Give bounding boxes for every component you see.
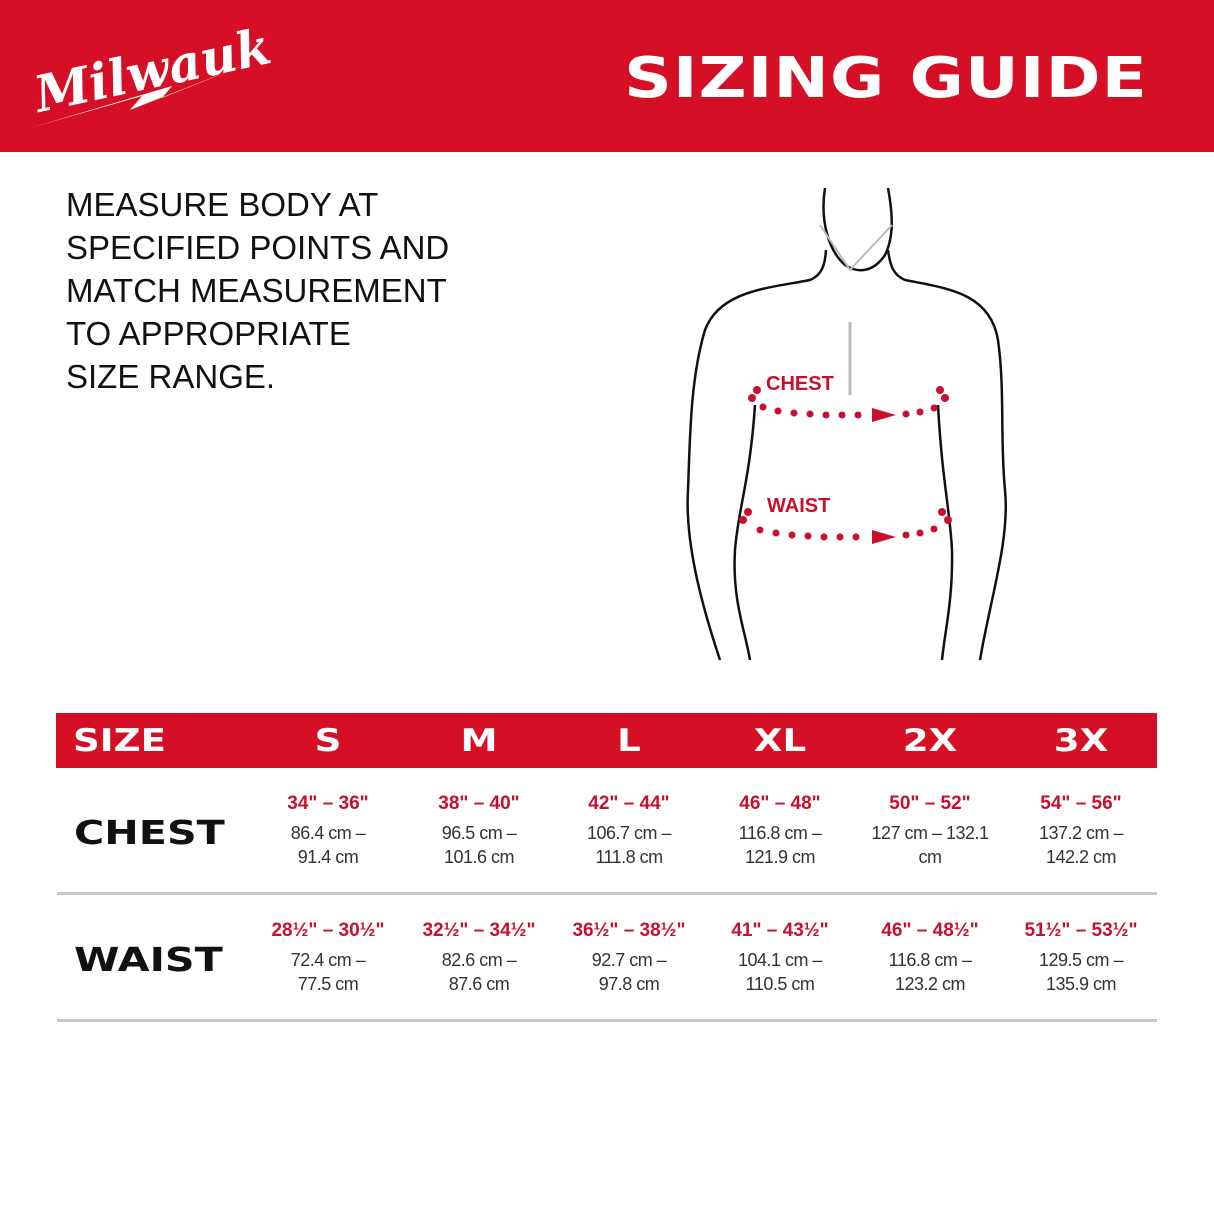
- svg-text:Milwaukee: Milwaukee: [27, 18, 272, 124]
- inches-range: 32½" – 34½": [422, 920, 536, 941]
- table-cell: 34" – 36" 86.4 cm – 91.4 cm: [253, 793, 403, 869]
- chest-label: CHEST: [766, 373, 834, 395]
- table-cell: 41" – 43½" 104.1 cm – 110.5 cm: [705, 920, 855, 996]
- cm-range: 96.5 cm – 101.6 cm: [441, 823, 517, 867]
- table-cell: 46" – 48½" 116.8 cm – 123.2 cm: [855, 920, 1005, 996]
- cm-range: 86.4 cm – 91.4 cm: [290, 823, 366, 867]
- row-label-chest: CHEST: [74, 813, 225, 852]
- cm-range: 116.8 cm – 121.9 cm: [738, 823, 822, 867]
- row-label-waist: WAIST: [74, 940, 223, 979]
- table-cell: 32½" – 34½" 82.6 cm – 87.6 cm: [404, 920, 554, 996]
- table-cell: 51½" – 53½" 129.5 cm – 135.9 cm: [1006, 920, 1156, 996]
- table-cell: 54" – 56" 137.2 cm – 142.2 cm: [1006, 793, 1156, 869]
- size-column-s: S: [314, 723, 342, 759]
- row-divider: [57, 892, 1157, 895]
- inches-range: 34" – 36": [287, 793, 369, 814]
- milwaukee-logo: Milwaukee: [27, 18, 272, 128]
- table-cell: 50" – 52" 127 cm – 132.1 cm: [855, 793, 1005, 869]
- table-cell: 42" – 44" 106.7 cm – 111.8 cm: [554, 793, 704, 869]
- row-divider: [57, 1019, 1157, 1022]
- inches-range: 38" – 40": [438, 793, 520, 814]
- size-column-xl: XL: [753, 723, 807, 759]
- cm-range: 104.1 cm – 110.5 cm: [737, 950, 823, 994]
- cm-range: 82.6 cm – 87.6 cm: [441, 950, 517, 994]
- size-column-m: M: [460, 723, 498, 759]
- cm-range: 92.7 cm – 97.8 cm: [591, 950, 667, 994]
- cm-range: 106.7 cm – 111.8 cm: [586, 823, 672, 867]
- inches-range: 50" – 52": [889, 793, 971, 814]
- size-column-l: L: [617, 723, 641, 759]
- size-header: SIZE: [73, 723, 167, 759]
- measurement-instructions: MEASURE BODY AT SPECIFIED POINTS AND MAT…: [66, 186, 450, 395]
- table-cell: 28½" – 30½" 72.4 cm – 77.5 cm: [253, 920, 403, 996]
- waist-label: WAIST: [767, 495, 830, 517]
- size-column-3x: 3X: [1053, 723, 1109, 759]
- table-cell: 38" – 40" 96.5 cm – 101.6 cm: [404, 793, 554, 869]
- inches-range: 46" – 48": [739, 793, 821, 814]
- size-table-header: SIZE S M L XL 2X 3X: [56, 713, 1157, 768]
- size-column-2x: 2X: [902, 723, 958, 759]
- inches-range: 28½" – 30½": [271, 920, 385, 941]
- cm-range: 72.4 cm – 77.5 cm: [290, 950, 366, 994]
- inches-range: 36½" – 38½": [572, 920, 686, 941]
- table-cell: 36½" – 38½" 92.7 cm – 97.8 cm: [554, 920, 704, 996]
- cm-range: 116.8 cm – 123.2 cm: [888, 950, 972, 994]
- page-title: SIZING GUIDE: [624, 46, 1148, 111]
- inches-range: 51½" – 53½": [1024, 920, 1138, 941]
- header-banner: Milwaukee SIZING GUIDE: [0, 0, 1214, 152]
- cm-range: 129.5 cm – 135.9 cm: [1038, 950, 1124, 994]
- cm-range: 127 cm – 132.1 cm: [871, 823, 989, 867]
- cm-range: 137.2 cm – 142.2 cm: [1038, 823, 1124, 867]
- inches-range: 46" – 48½": [881, 920, 979, 941]
- inches-range: 42" – 44": [588, 793, 670, 814]
- table-cell: 46" – 48" 116.8 cm – 121.9 cm: [705, 793, 855, 869]
- inches-range: 41" – 43½": [731, 920, 829, 941]
- torso-diagram: CHEST WAIST: [686, 187, 1007, 661]
- inches-range: 54" – 56": [1040, 793, 1122, 814]
